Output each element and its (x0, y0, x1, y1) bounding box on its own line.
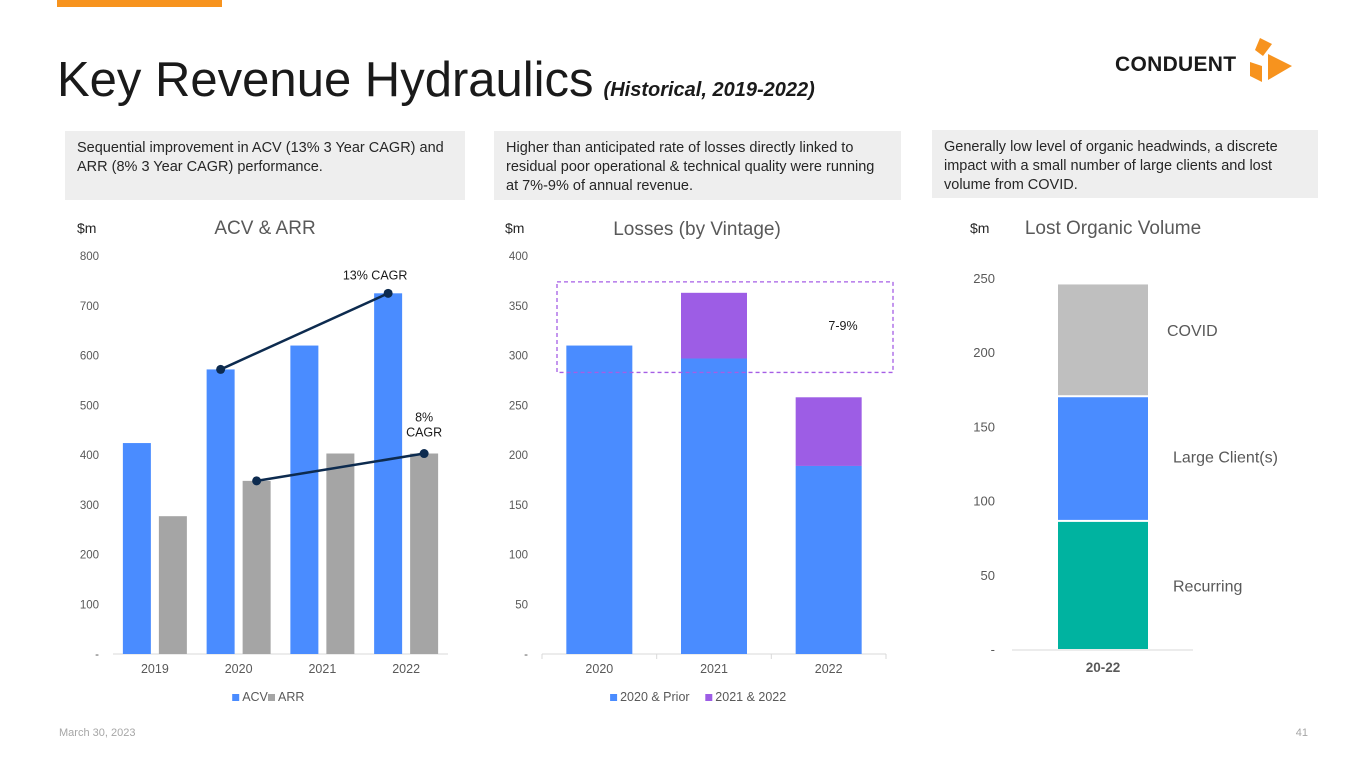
unit-label: $m (505, 220, 524, 236)
x-tick-label: 2020 (585, 662, 613, 676)
y-tick-label: 100 (509, 550, 528, 562)
conduent-mark-icon (1250, 38, 1292, 82)
cagr-line-arr (256, 452, 425, 483)
x-tick-label: 2020 (225, 662, 253, 676)
segment-label: COVID (1167, 323, 1218, 340)
callout-losses: Higher than anticipated rate of losses d… (494, 131, 901, 200)
legend-label: 2021 & 2022 (715, 690, 786, 704)
bar-acv (290, 345, 319, 654)
bar-2021-2022 (795, 397, 862, 466)
x-tick-label: 2022 (392, 662, 420, 676)
y-tick-label: 800 (80, 251, 99, 263)
bar-2020-prior (795, 465, 862, 654)
y-tick-label: 150 (973, 419, 995, 434)
footer-date: March 30, 2023 (59, 727, 136, 739)
annotation-arr-cagr: 8% CAGR (406, 411, 442, 440)
y-tick-label: 300 (80, 500, 99, 512)
x-tick-label: 2021 (308, 662, 336, 676)
y-tick-label: 50 (515, 599, 528, 611)
x-tick-label: 2021 (700, 662, 728, 676)
x-tick-label: 20-22 (1086, 660, 1121, 675)
chart-title: Losses (by Vintage) (613, 219, 781, 240)
y-tick-label: 250 (509, 400, 528, 412)
page-title: Key Revenue Hydraulics (Historical, 2019-… (57, 52, 815, 108)
x-tick-label: 2019 (141, 662, 169, 676)
y-tick-label: 50 (981, 568, 995, 583)
page-number: 41 (1295, 727, 1308, 739)
legend-swatch (705, 694, 713, 701)
unit-label: $m (77, 220, 96, 236)
bar-2020-prior (681, 358, 747, 654)
bar-covid (1058, 284, 1148, 396)
chart-title: ACV & ARR (214, 218, 315, 239)
y-tick-label: 150 (509, 500, 528, 512)
legend-label: ARR (278, 690, 304, 704)
y-tick-label: 500 (80, 400, 99, 412)
annotation-box (556, 281, 894, 374)
page-title-main: Key Revenue Hydraulics (57, 53, 594, 107)
y-tick-label: - (991, 642, 995, 657)
annotation-acv-cagr: 13% CAGR (343, 268, 408, 282)
logo-text: CONDUENT (1115, 53, 1237, 76)
segment-label: Recurring (1173, 578, 1242, 595)
y-tick-label: 100 (80, 599, 99, 611)
segment-label: Large Client(s) (1173, 450, 1278, 467)
y-tick-label: 400 (80, 450, 99, 462)
chart-title: Lost Organic Volume (1025, 218, 1201, 239)
cagr-point (419, 449, 429, 459)
y-tick-label: 200 (509, 450, 528, 462)
bar-arr (158, 516, 187, 654)
cagr-point (216, 364, 226, 374)
callout-acv-arr: Sequential improvement in ACV (13% 3 Yea… (65, 131, 465, 200)
conduent-logo: CONDUENT (1115, 36, 1300, 88)
legend-swatch (268, 694, 275, 701)
bar-2020-prior (566, 345, 633, 654)
y-tick-label: 250 (973, 271, 995, 286)
y-tick-label: 300 (509, 351, 528, 363)
legend-swatch (232, 694, 240, 701)
bar-large-clients (1058, 397, 1148, 520)
cagr-line-acv (220, 292, 389, 371)
bar-arr (410, 453, 439, 654)
bar-arr (326, 453, 355, 654)
y-tick-label: 350 (509, 301, 528, 313)
y-tick-label: 200 (973, 345, 995, 360)
y-tick-label: 200 (80, 550, 99, 562)
y-tick-label: - (524, 649, 528, 661)
top-accent-bar (57, 0, 222, 7)
x-tick-label: 2022 (815, 662, 843, 676)
bar-acv (122, 443, 151, 654)
unit-label: $m (970, 220, 989, 236)
bar-recurring (1058, 521, 1148, 649)
legend-label: 2020 & Prior (620, 690, 689, 704)
y-tick-label: 400 (509, 251, 528, 263)
legend-label: ACV (242, 690, 268, 704)
y-tick-label: 100 (973, 494, 995, 509)
bar-acv (374, 293, 403, 654)
y-tick-label: 600 (80, 351, 99, 363)
annotation-range: 7-9% (828, 319, 857, 333)
y-tick-label: 700 (80, 301, 99, 313)
page-subtitle: (Historical, 2019-2022) (603, 79, 815, 101)
cagr-point (252, 476, 262, 486)
cagr-point (383, 288, 393, 298)
bar-arr (242, 480, 271, 654)
callout-lost-organic: Generally low level of organic headwinds… (932, 130, 1318, 198)
bar-acv (206, 369, 235, 654)
y-tick-label: - (95, 649, 99, 661)
legend-swatch (610, 694, 618, 701)
bar-2021-2022 (681, 292, 747, 359)
